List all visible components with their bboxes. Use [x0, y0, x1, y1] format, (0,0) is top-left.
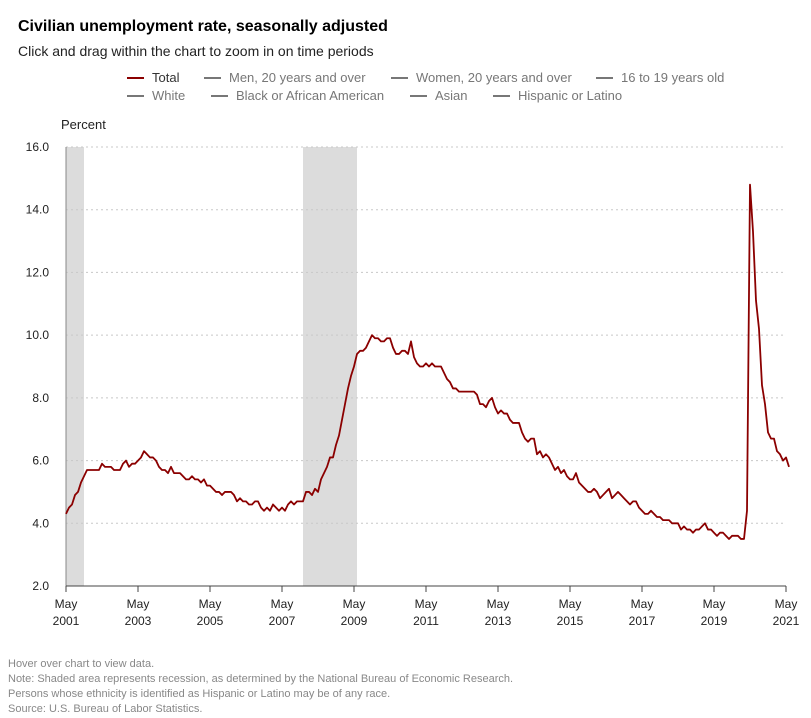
- legend-swatch-teens: [596, 76, 613, 79]
- x-tick-label-month: May: [343, 597, 366, 611]
- y-tick-label: 16.0: [26, 140, 50, 154]
- y-tick-label: 14.0: [26, 203, 50, 217]
- series: [65, 183, 790, 540]
- y-tick-label: 4.0: [32, 516, 49, 530]
- y-tick-label: 8.0: [32, 391, 49, 405]
- recession-shading: [66, 147, 357, 586]
- legend-swatch-hispanic: [493, 94, 510, 97]
- x-tick-label-month: May: [199, 597, 222, 611]
- source-note: Source: U.S. Bureau of Labor Statistics.: [8, 703, 203, 715]
- y-axis-label: Percent: [61, 117, 106, 132]
- legend-item-teens[interactable]: 16 to 19 years old: [596, 70, 724, 85]
- x-tick-label-year: 2021: [773, 614, 800, 628]
- y-tick-label: 6.0: [32, 454, 49, 468]
- legend-label: White: [152, 88, 186, 103]
- legend-item-men[interactable]: Men, 20 years and over: [204, 70, 366, 85]
- legend-label: 16 to 19 years old: [621, 70, 725, 85]
- legend-label: Asian: [435, 88, 468, 103]
- legend-swatch-men: [204, 76, 221, 79]
- line-chart[interactable]: 2.0 4.0 6.0 8.0 10.0 12.0 14.0 16.0 May 2001 May 20…: [0, 0, 811, 645]
- chart-title: Civilian unemployment rate, seasonally a…: [18, 18, 388, 35]
- recession-note: Note: Shaded area represents recession, …: [8, 673, 514, 685]
- legend-swatch-asian: [410, 94, 427, 97]
- x-tick-label-month: May: [703, 597, 726, 611]
- legend-swatch-women: [391, 76, 408, 79]
- recession-band: [303, 147, 357, 586]
- x-tick-label-year: 2019: [701, 614, 728, 628]
- x-tick-label-month: May: [127, 597, 150, 611]
- x-tick-label-year: 2007: [269, 614, 296, 628]
- axes: 2.0 4.0 6.0 8.0 10.0 12.0 14.0 16.0 May 2001 May 20…: [26, 140, 800, 628]
- x-tick-label-year: 2009: [341, 614, 368, 628]
- legend-swatch-black: [211, 94, 228, 97]
- y-tick-label: 10.0: [26, 328, 50, 342]
- x-tick-label-month: May: [559, 597, 582, 611]
- x-tick-label-year: 2005: [197, 614, 224, 628]
- x-tick-label-year: 2001: [53, 614, 80, 628]
- legend-item-asian[interactable]: Asian: [410, 88, 468, 103]
- x-tick-label-month: May: [487, 597, 510, 611]
- legend-item-black[interactable]: Black or African American: [211, 88, 384, 103]
- x-tick-label-month: May: [55, 597, 78, 611]
- ethnicity-note: Persons whose ethnicity is identified as…: [8, 688, 391, 700]
- series-line-total: [65, 183, 790, 540]
- legend-item-total[interactable]: Total: [127, 70, 179, 85]
- legend-label: Total: [152, 70, 180, 85]
- legend-item-hispanic[interactable]: Hispanic or Latino: [493, 88, 622, 103]
- x-tick-label-month: May: [415, 597, 438, 611]
- legend-swatch-white: [127, 94, 144, 97]
- x-tick-label-month: May: [775, 597, 798, 611]
- y-tick-label: 2.0: [32, 579, 49, 593]
- x-tick-label-year: 2011: [413, 614, 439, 628]
- hover-note: Hover over chart to view data.: [8, 658, 155, 670]
- x-tick-label-month: May: [631, 597, 654, 611]
- legend-swatch-total: [127, 76, 144, 79]
- footer-notes: Hover over chart to view data. Note: Sha…: [8, 657, 513, 717]
- legend-item-women[interactable]: Women, 20 years and over: [391, 70, 572, 85]
- chart-subtitle: Click and drag within the chart to zoom …: [18, 43, 374, 59]
- x-tick-label-year: 2003: [125, 614, 152, 628]
- legend-label: Women, 20 years and over: [416, 70, 572, 85]
- legend-item-white[interactable]: White: [127, 88, 185, 103]
- y-tick-label: 12.0: [26, 265, 50, 279]
- legend-label: Men, 20 years and over: [229, 70, 366, 85]
- recession-band: [66, 147, 84, 586]
- x-tick-label-year: 2013: [485, 614, 512, 628]
- legend-label: Black or African American: [236, 88, 385, 103]
- x-tick-label-year: 2017: [629, 614, 656, 628]
- x-tick-label-year: 2015: [557, 614, 584, 628]
- gridlines: [66, 146, 786, 524]
- x-tick-label-month: May: [271, 597, 294, 611]
- legend-label: Hispanic or Latino: [518, 88, 623, 103]
